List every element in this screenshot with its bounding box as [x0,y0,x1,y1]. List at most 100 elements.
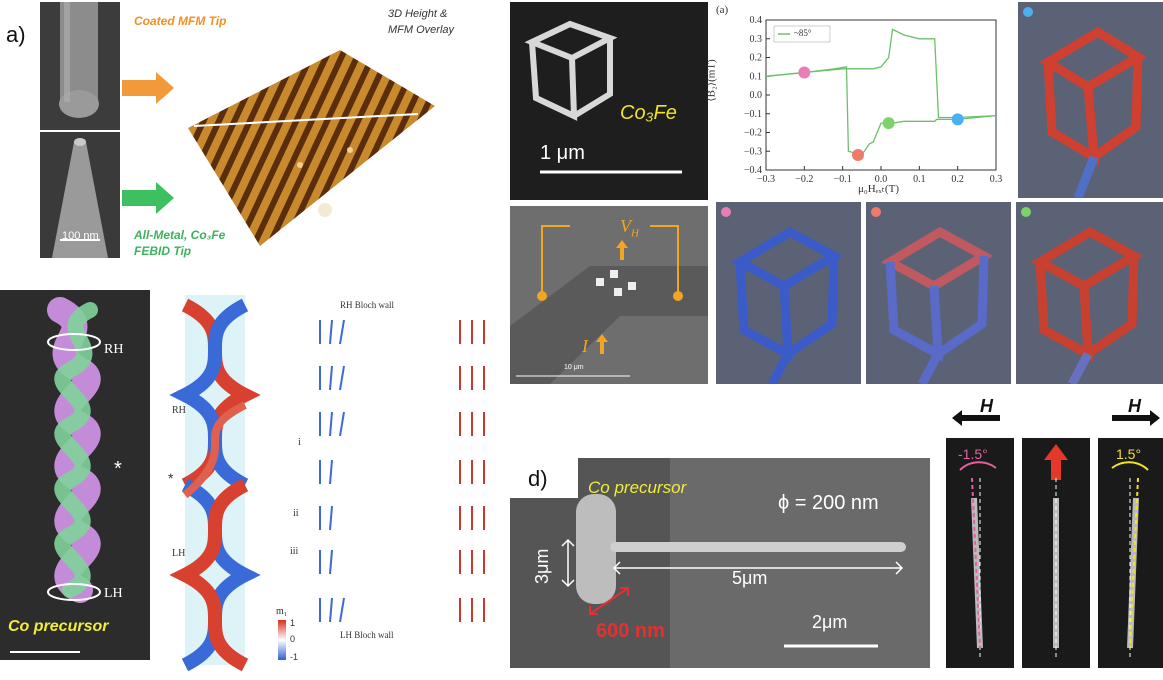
cube-sim-drawing-3 [871,207,994,387]
hall-voltage: VH [620,216,639,240]
cube-scale: 1 μm [540,142,585,164]
roman-iii: iii [290,546,299,557]
hall-current: I [582,336,588,356]
right-arrow-icon [1112,410,1160,426]
cbar-mid: 0 [290,634,296,644]
tilt-drawing-zero [1044,444,1068,658]
nanorod-region-right [670,458,930,668]
cube-sim-drawing-1 [1023,7,1147,200]
helix-lh-label: LH [104,586,123,601]
series-line [765,28,997,119]
state-marker [951,113,964,126]
left-arrow-icon [952,410,1000,426]
metal-tip-label-1: All-Metal, Co₃Fe [134,228,226,242]
tilt-angle-neg: -1.5° [958,446,988,462]
chart-plot-label: (a) [716,4,729,16]
coated-tip-drawing [59,2,99,118]
state-marker [882,117,895,130]
nanorod-phi: ϕ = 200 nm [778,492,879,514]
nanorod-precursor: Co precursor [588,478,687,497]
chart-frame [765,19,997,171]
metal-tip-label-2: FEBID Tip [134,244,192,258]
cube-sem-image: Co₃Fe 1 μm [510,2,708,200]
nanorod-label-bg [510,458,578,498]
x-tick-label: −0.3 [757,174,775,185]
y-tick-label: 0.1 [750,71,763,82]
cube-sim-red [866,202,1011,387]
field-h-left: H [980,396,993,416]
colorbar [278,620,286,660]
chart-ylabel: ⟨B₂⟩(mT) [705,59,718,102]
cube-sim-drawing-4 [1021,207,1144,387]
cube-drawing [524,20,682,174]
y-tick-label: −0.1 [744,109,762,120]
chart-xlabel: μ₀Hₑₓₜ(T) [858,183,899,195]
green-arrow-icon [122,182,174,214]
orange-arrow-icon [122,72,174,104]
helix-lh-side: LH [172,548,186,559]
nanorod-sem-image: Co precursor ϕ = 200 nm 3μm 5μm 600 nm 2… [510,458,930,668]
helix-precursor-label: Co precursor [8,618,109,635]
x-tick-label: −0.1 [834,174,852,185]
roman-i: i [298,437,301,448]
helix-star-label: * [114,458,122,480]
tilt-image-zero [1022,438,1090,668]
hall-scale: 10 μm [564,364,584,371]
hall-voltage-v: V [620,216,631,236]
x-tick-label: 0.3 [990,174,1003,185]
cube-sim-drawing-2 [721,207,844,387]
nanorod-scale: 2μm [812,612,848,632]
x-tick-label: −0.2 [795,174,813,185]
legend-box [773,25,831,43]
helix-drawing [10,297,101,653]
cube-sim-pink [716,202,861,387]
panel-d-label: d) [528,466,548,491]
hall-voltage-sub: H [631,227,639,240]
chart-legend-label: ~85° [794,28,812,38]
tip-scale-label: 100 nm [62,230,99,242]
hysteresis-chart: 0.40.30.20.10.0−0.1−0.2−0.3−0.4 −0.3 −0.2… [744,15,1003,185]
y-tick-label: 0.4 [750,15,763,26]
mfm-3d-overlay [188,50,435,246]
coated-tip-image [40,2,120,130]
hall-sem-image: VH I 10 μm [510,206,708,384]
nanorod-length: 5μm [732,568,768,588]
x-tick-label: 0.2 [951,174,964,185]
helix-rh-side: RH [172,405,186,416]
cbar-bot: -1 [290,652,299,662]
y-tick-label: −0.4 [744,165,762,176]
lh-bloch-label: LH Bloch wall [340,630,394,640]
coated-tip-label: Coated MFM Tip [134,14,227,28]
helix-rh-label: RH [104,342,124,357]
cube-sim-top-right [1018,2,1163,200]
y-tick-label: 0.2 [750,53,763,64]
spin-arrows [319,319,485,623]
tilt-drawing-pos [1111,461,1149,658]
roman-ii: ii [293,508,299,519]
helix-sem-image: RH LH * Co precursor [0,290,150,660]
rh-bloch-label: RH Bloch wall [340,300,394,310]
panel-a-label: a) [6,22,26,47]
nanorod-height: 3μm [532,548,552,584]
cbar-top: 1 [290,618,296,628]
nanorod-width: 600 nm [596,620,665,642]
tilt-image-neg: -1.5° [946,438,1014,668]
y-tick-label: 0.3 [750,34,763,45]
tilt-angle-pos: 1.5° [1116,446,1142,462]
state-marker [798,66,811,79]
overlay-title-2: MFM Overlay [388,24,454,36]
cube-sim-green [1016,202,1163,387]
cube-material: Co₃Fe [620,102,677,124]
x-tick-label: 0.1 [913,174,926,185]
metal-tip-drawing [52,138,108,258]
cbar-title: m₁ [276,606,288,617]
y-tick-label: −0.3 [744,146,762,157]
overlay-title-1: 3D Height & [388,8,448,20]
tilt-image-pos: 1.5° [1098,438,1163,668]
state-marker [852,149,864,161]
x-tick-label: 0.0 [875,174,888,185]
nanorod-drawing [561,494,906,648]
y-tick-label: 0.0 [750,90,763,101]
metal-tip-image: 100 nm [40,132,120,258]
tilt-drawing-neg [959,461,997,658]
